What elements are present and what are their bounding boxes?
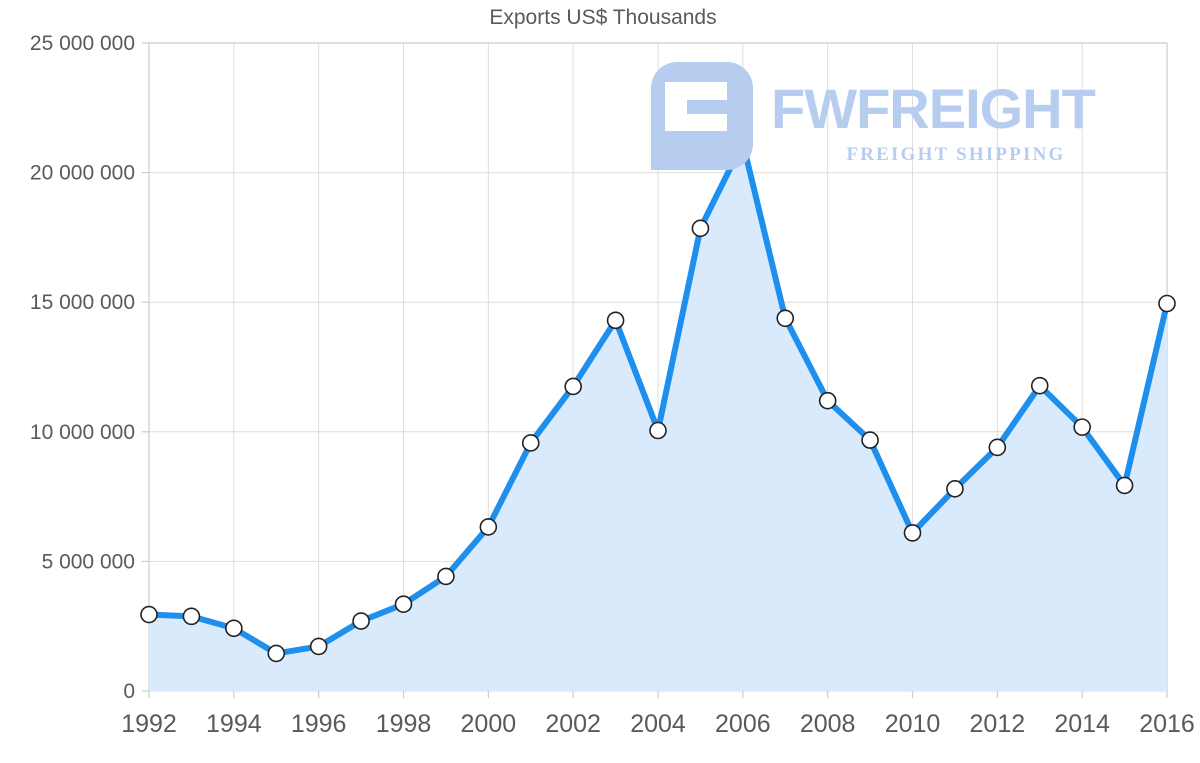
chart-title: Exports US$ Thousands: [489, 6, 717, 29]
data-point-2008[interactable]: [818, 391, 837, 410]
data-point-2015[interactable]: [1115, 476, 1134, 495]
data-point-2009[interactable]: [861, 431, 879, 449]
x-tick-label: 1998: [376, 710, 432, 738]
data-point-2001[interactable]: [521, 434, 540, 452]
y-tick-label: 25 000 000: [30, 32, 135, 55]
y-tick-label: 20 000 000: [30, 162, 135, 185]
data-point-2014[interactable]: [1073, 418, 1091, 436]
x-tick-label: 2012: [970, 710, 1026, 738]
data-point-2005[interactable]: [691, 219, 710, 238]
x-tick-label: 1992: [121, 710, 177, 738]
data-point-2011[interactable]: [946, 480, 964, 498]
data-point-1996[interactable]: [309, 637, 328, 656]
data-point-2010[interactable]: [903, 524, 922, 542]
y-tick-label: 0: [123, 680, 135, 703]
data-point-1994[interactable]: [225, 619, 243, 638]
x-tick-label: 2006: [715, 710, 771, 738]
data-point-2004[interactable]: [649, 421, 667, 440]
y-tick-label: 5 000 000: [42, 550, 135, 573]
x-tick-label: 2010: [885, 710, 941, 738]
axis-lines: [142, 42, 1168, 698]
y-axis-tick-labels: 0 5 000 000 10 000 000 15 000 000 20 000 000…: [30, 32, 135, 703]
data-point-1997[interactable]: [352, 612, 370, 630]
x-axis-tick-labels: 1992 1994 1996 1998 2000 2002 2004 2006 2008 2010…: [121, 710, 1195, 738]
data-point-1999[interactable]: [437, 567, 455, 586]
x-tick-label: 1996: [291, 710, 347, 738]
data-point-2013[interactable]: [1030, 376, 1049, 395]
x-tick-label: 2014: [1054, 710, 1110, 738]
data-point-1992[interactable]: [140, 605, 158, 624]
y-tick-label: 10 000 000: [30, 421, 135, 444]
data-point-2006[interactable]: [734, 133, 752, 152]
x-tick-label: 2016: [1139, 710, 1195, 738]
data-point-2007[interactable]: [776, 309, 795, 328]
y-tick-label: 15 000 000: [30, 291, 135, 314]
x-tick-label: 2008: [800, 710, 856, 738]
area-fill: [149, 142, 1167, 692]
x-tick-label: 2000: [461, 710, 517, 738]
data-point-1998[interactable]: [394, 595, 413, 613]
data-point-2016[interactable]: [1158, 294, 1176, 313]
data-point-2000[interactable]: [479, 518, 498, 536]
data-point-2002[interactable]: [564, 377, 582, 396]
data-point-1995[interactable]: [267, 644, 286, 663]
x-tick-label: 2002: [545, 710, 601, 738]
data-point-2012[interactable]: [988, 438, 1007, 457]
x-tick-label: 1994: [206, 710, 262, 738]
data-point-1993[interactable]: [182, 607, 201, 626]
x-tick-label: 2004: [630, 710, 686, 738]
data-point-2003[interactable]: [606, 311, 625, 330]
